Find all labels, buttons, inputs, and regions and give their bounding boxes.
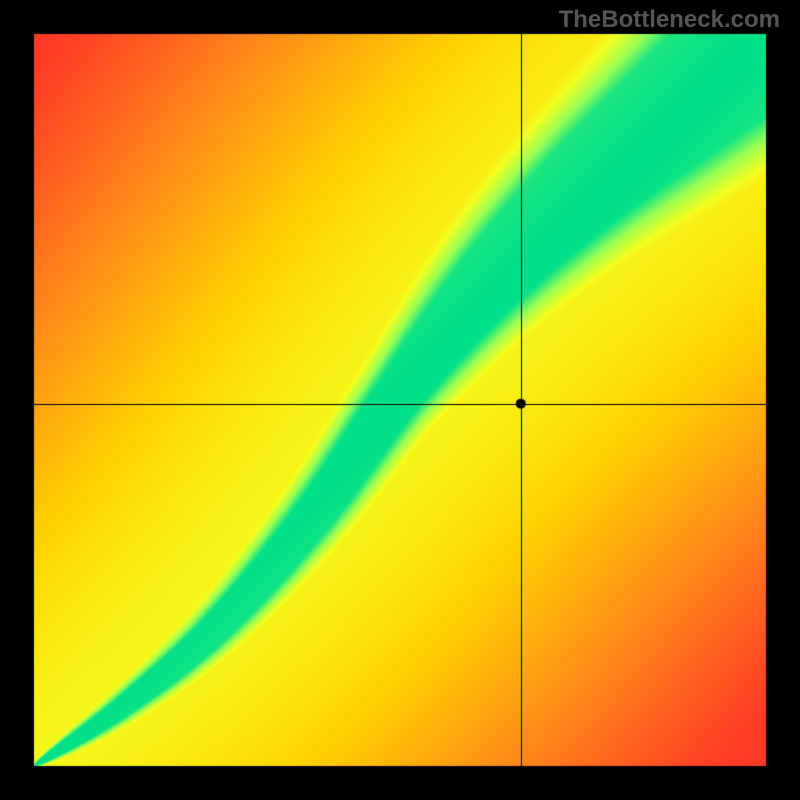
- watermark: TheBottleneck.com: [559, 6, 780, 34]
- bottleneck-heatmap: { "watermark": { "text": "TheBottleneck.…: [0, 0, 800, 800]
- heatmap-canvas: [0, 0, 800, 800]
